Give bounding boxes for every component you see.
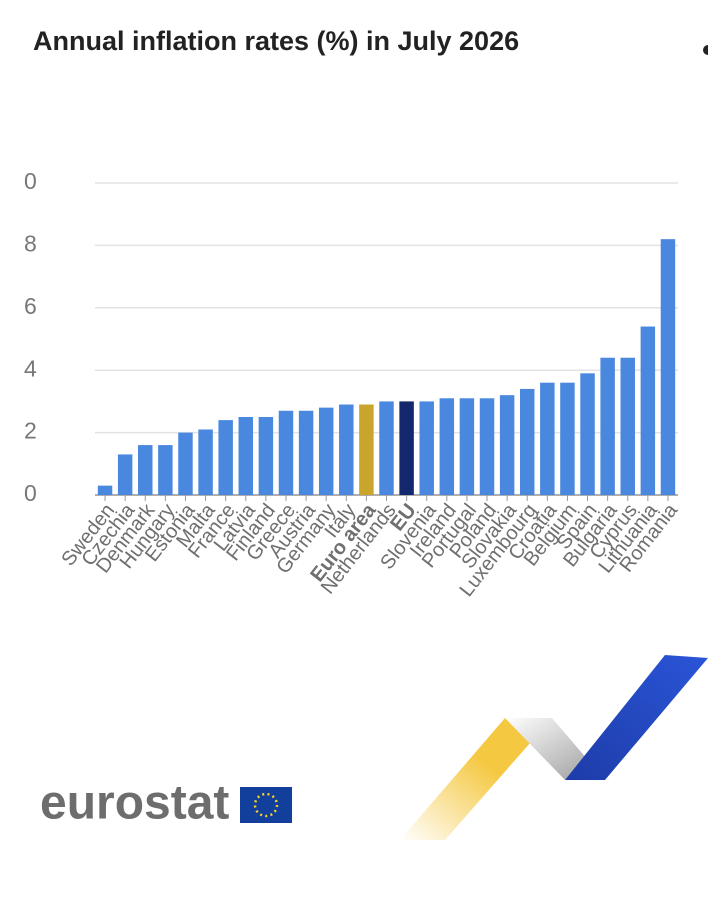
y-tick-label: 6 [24,293,37,319]
bar [198,429,213,495]
y-tick-label: 0 [24,480,37,506]
bar [499,395,515,495]
bar [640,326,656,495]
bar [97,485,113,495]
decoration [400,655,708,840]
y-tick-label: 0 [24,168,37,194]
bar [238,417,254,495]
bar [419,401,434,495]
bar [359,404,374,495]
bar [600,357,615,495]
bar [379,401,394,495]
bar [318,407,334,495]
menu-dot[interactable] [703,45,708,55]
bar [158,445,173,495]
bar [459,398,475,495]
bar [399,401,414,495]
bar [178,432,193,495]
bar [620,357,635,495]
bar [560,382,575,495]
y-tick-label: 2 [24,418,37,444]
bar [439,398,455,495]
bar [278,410,294,495]
chart-title: Annual inflation rates (%) in July 2026 [33,26,519,56]
bar [540,382,555,495]
eu-flag [240,787,292,823]
bar [298,410,314,495]
bar [258,417,274,495]
bar [580,373,595,495]
bar [339,404,354,495]
logo-text: eurostat [40,777,229,830]
bar [218,420,233,495]
bar [660,239,676,495]
bar [479,398,495,495]
bar [117,454,133,495]
bar [519,388,535,495]
bar [138,445,153,495]
eu-stars [253,792,279,818]
y-tick-label: 4 [24,355,37,381]
y-tick-label: 8 [24,230,37,256]
